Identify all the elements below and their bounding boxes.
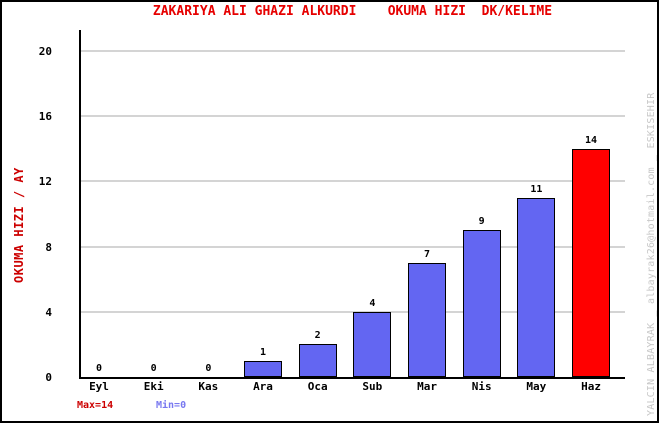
bar [572,148,611,377]
bar [462,230,501,377]
bar-value-label: 0 [205,363,212,374]
bar [298,344,337,377]
chart-title: ZAKARIYA ALI GHAZI ALKURDI OKUMA HIZI DK… [152,4,553,19]
x-axis-line [80,377,625,379]
bar-value-label: 4 [369,297,376,309]
bar-value-label: 11 [530,183,543,195]
x-tick-label: Kas [198,380,219,393]
x-tick-label: Nis [471,380,492,393]
max-value-label: Max=14 [77,400,114,411]
bar-value-label: 2 [314,330,321,342]
bar-value-label: 0 [150,363,157,374]
x-tick-label: Haz [581,380,601,393]
x-tick-label: Eyl [89,380,109,393]
y-tick-label: 20 [38,45,52,58]
bar [517,197,556,377]
x-tick-label: Ara [253,380,273,393]
watermark-text: YALCIN ALBAYRAK _ albayrak26@hotmail.com… [646,92,657,416]
window-border [0,0,659,423]
y-tick-label: 8 [45,240,52,254]
gridline [80,310,625,313]
bar [244,360,282,377]
gridline [80,115,625,118]
y-axis-line [79,30,81,379]
y-tick-label: 16 [38,110,52,124]
min-value-label: Min=0 [156,400,187,411]
y-tick-label: 12 [38,175,52,189]
x-tick-label: Sub [362,380,383,393]
bar-value-label: 9 [478,216,485,228]
bar-value-label: 7 [424,248,431,260]
bar [408,262,447,377]
x-tick-label: Oca [307,380,328,393]
x-tick-label: Eki [143,380,164,393]
gridline [80,180,625,183]
bar-value-label: 0 [95,363,103,374]
bar-value-label: 14 [584,134,598,146]
gridline [80,245,625,248]
x-tick-label: May [526,380,547,393]
x-tick-label: Mar [417,380,437,393]
y-tick-label: 4 [45,305,52,319]
gridline [80,50,625,52]
bar [353,311,392,377]
y-tick-label: 0 [45,371,52,384]
bar-value-label: 1 [259,346,267,358]
